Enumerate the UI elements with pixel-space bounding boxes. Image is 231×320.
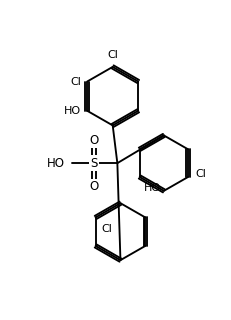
Text: Cl: Cl: [70, 76, 81, 86]
Text: O: O: [89, 133, 98, 147]
Text: HO: HO: [46, 156, 64, 170]
Text: O: O: [89, 180, 98, 193]
Text: Cl: Cl: [194, 169, 205, 179]
Text: Cl: Cl: [107, 50, 118, 60]
Text: S: S: [90, 156, 97, 170]
Text: HO: HO: [64, 106, 81, 116]
Text: HO: HO: [144, 183, 161, 193]
Text: Cl: Cl: [101, 224, 112, 234]
